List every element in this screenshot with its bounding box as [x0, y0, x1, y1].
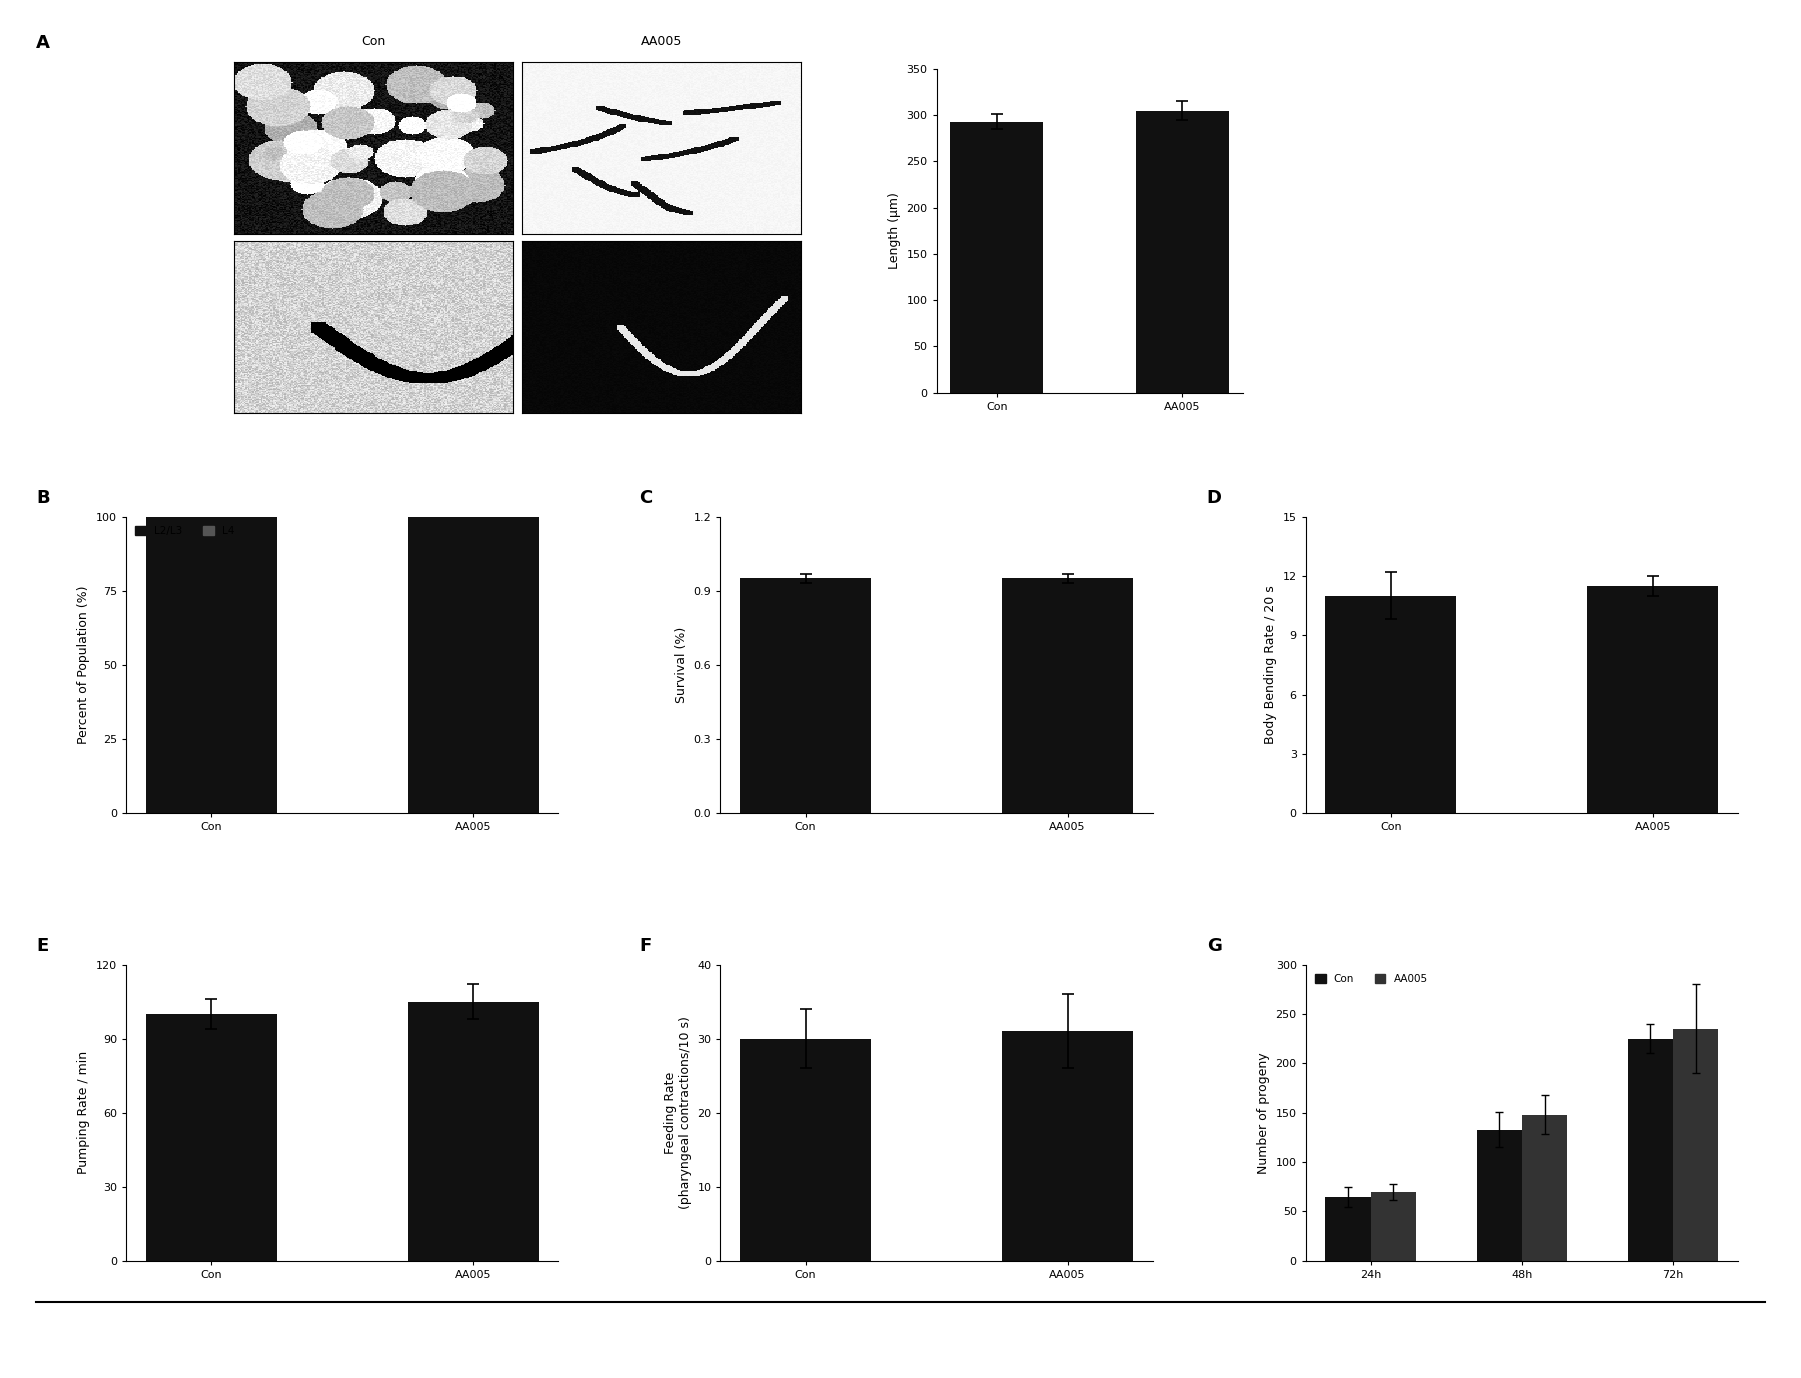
Text: B: B: [36, 489, 50, 507]
Bar: [1001, 1031, 1133, 1261]
Text: G: G: [1207, 937, 1221, 955]
Bar: [1371, 1192, 1416, 1261]
Bar: [740, 579, 872, 813]
Y-axis label: Body Bending Rate / 20 s: Body Bending Rate / 20 s: [1264, 586, 1277, 744]
Y-axis label: Number of progeny: Number of progeny: [1257, 1051, 1270, 1174]
Text: AA005: AA005: [641, 36, 683, 48]
Bar: [1673, 1029, 1718, 1261]
Text: C: C: [639, 489, 652, 507]
Legend: L2/L3, L4: L2/L3, L4: [131, 522, 238, 540]
Bar: [1136, 110, 1228, 393]
Bar: [1326, 595, 1457, 813]
Legend: Con, AA005: Con, AA005: [1311, 970, 1432, 988]
Text: E: E: [36, 937, 49, 955]
Y-axis label: Length (μm): Length (μm): [888, 193, 900, 269]
Bar: [951, 121, 1043, 393]
Bar: [407, 517, 538, 813]
Bar: [1587, 586, 1718, 813]
Y-axis label: Survival (%): Survival (%): [675, 627, 688, 703]
Bar: [146, 517, 277, 813]
Bar: [407, 1002, 538, 1261]
Bar: [1628, 1039, 1673, 1261]
Text: D: D: [1207, 489, 1221, 507]
Text: F: F: [639, 937, 652, 955]
Y-axis label: Pumping Rate / min: Pumping Rate / min: [77, 1051, 90, 1174]
Bar: [1326, 1196, 1371, 1261]
Y-axis label: Percent of Population (%): Percent of Population (%): [77, 586, 90, 744]
Bar: [1001, 579, 1133, 813]
Bar: [1477, 1130, 1522, 1261]
Bar: [146, 1014, 277, 1261]
Text: A: A: [36, 34, 50, 52]
Bar: [740, 1039, 872, 1261]
Y-axis label: Feeding Rate
(pharyngeal contractions/10 s): Feeding Rate (pharyngeal contractions/10…: [665, 1017, 692, 1209]
Text: Con: Con: [362, 36, 385, 48]
Bar: [1522, 1115, 1567, 1261]
